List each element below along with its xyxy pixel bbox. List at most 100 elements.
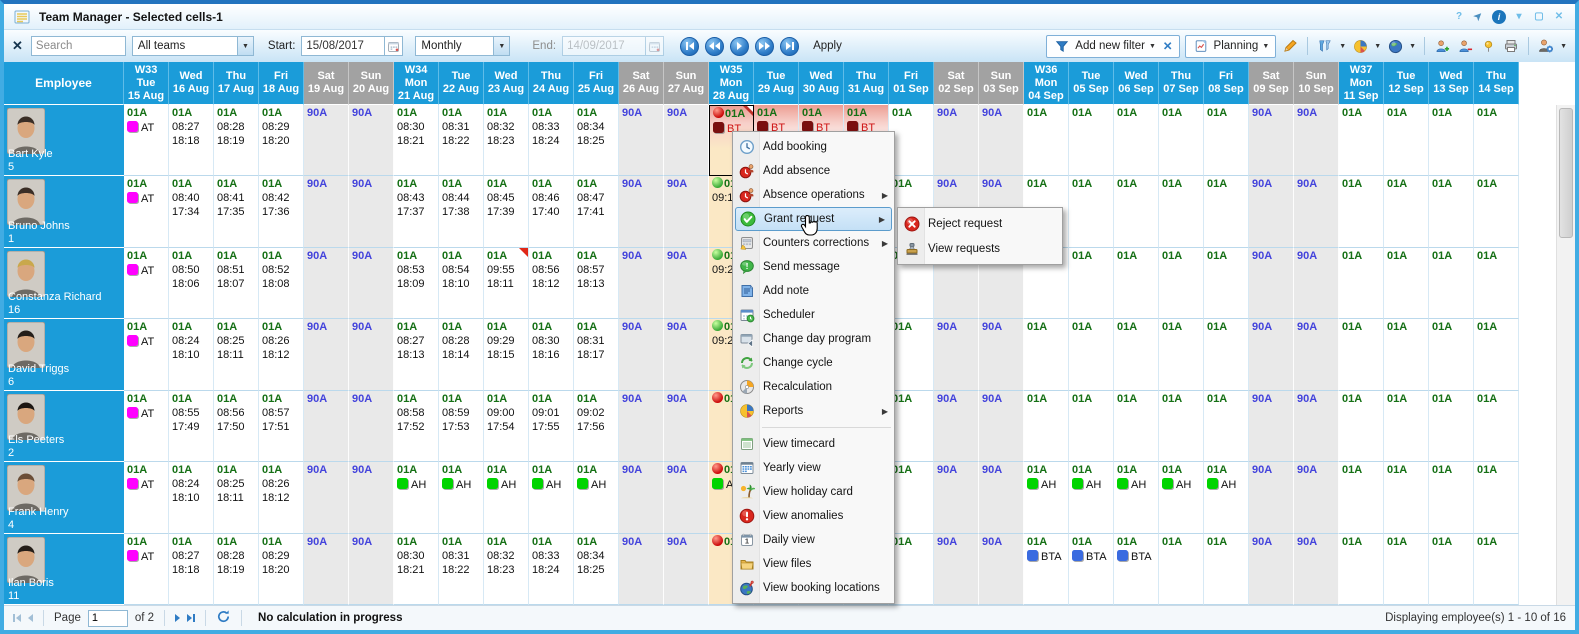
schedule-cell[interactable]: 90A [619,533,664,605]
schedule-cell[interactable]: 01A 08:56 17:50 [214,390,259,463]
schedule-cell[interactable]: 01A [1339,319,1384,391]
schedule-cell[interactable]: 90A [664,176,709,248]
schedule-cell[interactable]: 01A 08:29 18:20 [259,105,304,177]
schedule-cell[interactable]: 01A AH [484,462,529,534]
schedule-cell[interactable]: 01A 08:41 17:35 [214,176,259,248]
schedule-cell[interactable]: 01A 09:29 18:15 [484,319,529,391]
schedule-cell[interactable]: 90A [664,533,709,605]
day-column-header[interactable]: Wed 06 Sep [1114,62,1159,105]
schedule-cell[interactable]: 01A [1429,176,1474,248]
day-column-header[interactable]: Fri 25 Aug [574,62,619,105]
schedule-cell[interactable]: 01A AT [124,390,169,463]
employee-cell[interactable]: Bart Kyle 5 [4,105,124,177]
schedule-cell[interactable]: 90A [664,390,709,463]
day-column-header[interactable]: Tue 29 Aug [754,62,799,105]
schedule-cell[interactable]: 01A [1384,247,1429,320]
info-icon[interactable]: i [1492,9,1506,24]
day-column-header[interactable]: W33 Tue 15 Aug [124,62,169,105]
start-calendar-icon[interactable] [385,36,404,56]
schedule-cell[interactable]: 90A [1294,462,1339,534]
schedule-cell[interactable]: 01A [1339,462,1384,534]
schedule-cell[interactable]: 01A 08:26 18:12 [259,462,304,534]
employee-column-header[interactable]: Employee [4,62,124,105]
menu-item-view-timecard[interactable]: View timecard [733,432,894,456]
restore-icon[interactable]: ▢ [1534,10,1544,22]
close-icon[interactable]: ✕ [1554,10,1564,22]
chevron-down-icon[interactable]: ▼ [1339,42,1347,50]
day-column-header[interactable]: Wed 16 Aug [169,62,214,105]
schedule-cell[interactable]: 01A 09:00 17:54 [484,390,529,463]
employee-cell[interactable]: Constanza Richard 16 [4,247,124,320]
schedule-cell[interactable]: 90A [979,105,1024,177]
day-column-header[interactable]: W34 Mon 21 Aug [394,62,439,105]
schedule-cell[interactable]: 01A [1429,247,1474,320]
schedule-cell[interactable]: 90A [1249,247,1294,320]
schedule-cell[interactable]: 90A [349,176,394,248]
schedule-cell[interactable]: 90A [934,462,979,534]
schedule-cell[interactable]: 01A 08:28 18:19 [214,105,259,177]
schedule-cell[interactable]: 90A [1294,247,1339,320]
day-column-header[interactable]: Wed 23 Aug [484,62,529,105]
schedule-cell[interactable]: 90A [664,247,709,320]
schedule-cell[interactable]: 01A AH [439,462,484,534]
schedule-cell[interactable]: 01A [1204,390,1249,463]
schedule-cell[interactable]: 01A [1114,105,1159,177]
schedule-cell[interactable]: 01A 08:52 18:08 [259,247,304,320]
planning-button[interactable]: Planning ▼ [1184,34,1277,58]
page-first-icon[interactable] [13,614,21,622]
menu-item-reports[interactable]: Reports ▶ [733,399,894,423]
day-column-header[interactable]: W36 Mon 04 Sep [1024,62,1069,105]
schedule-cell[interactable]: 01A [1429,105,1474,177]
schedule-cell[interactable]: 01A 08:55 17:49 [169,390,214,463]
schedule-cell[interactable]: 01A [1159,319,1204,391]
schedule-cell[interactable]: 90A [619,176,664,248]
team-select[interactable]: All teams ▼ [131,36,254,56]
schedule-cell[interactable]: 01A [889,319,934,391]
schedule-cell[interactable]: 90A [1294,319,1339,391]
schedule-cell[interactable]: 01A [1204,319,1249,391]
schedule-cell[interactable]: 01A [889,105,934,177]
day-column-header[interactable]: Tue 22 Aug [439,62,484,105]
schedule-cell[interactable]: 01A [1474,390,1519,463]
schedule-cell[interactable]: 01A 08:57 17:51 [259,390,304,463]
schedule-cell[interactable]: 01A [1114,390,1159,463]
schedule-cell[interactable]: 01A 09:01 17:55 [529,390,574,463]
schedule-cell[interactable]: 01A AH [574,462,619,534]
schedule-cell[interactable]: 01A 08:31 18:22 [439,533,484,605]
employee-cell[interactable]: David Triggs 6 [4,319,124,391]
refresh-icon[interactable] [216,609,231,627]
schedule-cell[interactable]: 01A [1114,247,1159,320]
schedule-cell[interactable]: 01A BTA [1114,533,1159,605]
schedule-cell[interactable]: 90A [1249,533,1294,605]
nav-prev-icon[interactable] [705,36,725,56]
schedule-cell[interactable]: 01A 08:58 17:52 [394,390,439,463]
day-column-header[interactable]: Sun 03 Sep [979,62,1024,105]
schedule-cell[interactable]: 90A [304,462,349,534]
schedule-cell[interactable]: 01A [1429,462,1474,534]
schedule-cell[interactable]: 01A [1474,319,1519,391]
page-input[interactable] [87,609,128,627]
nav-last-icon[interactable] [780,36,800,56]
schedule-cell[interactable]: 90A [1294,105,1339,177]
schedule-cell[interactable]: 01A 08:32 18:23 [484,533,529,605]
schedule-cell[interactable]: 90A [1249,176,1294,248]
schedule-cell[interactable]: 90A [349,247,394,320]
schedule-cell[interactable]: 01A 08:50 18:06 [169,247,214,320]
day-column-header[interactable]: Thu 07 Sep [1159,62,1204,105]
schedule-cell[interactable]: 01A 08:27 18:18 [169,105,214,177]
schedule-cell[interactable]: 01A AH [1024,462,1069,534]
day-column-header[interactable]: Tue 12 Sep [1384,62,1429,105]
person-add-icon[interactable] [1433,37,1451,55]
schedule-cell[interactable]: 01A [1204,105,1249,177]
nav-next-icon[interactable] [755,36,775,56]
menu-item-counters-corrections[interactable]: Counters corrections ▶ [733,231,894,255]
pie-chart-icon[interactable] [1351,37,1369,55]
schedule-cell[interactable]: 01A AH [1159,462,1204,534]
schedule-cell[interactable]: 01A 08:45 17:39 [484,176,529,248]
page-next-icon[interactable] [175,614,181,622]
schedule-cell[interactable]: 01A [1429,390,1474,463]
day-column-header[interactable]: Wed 13 Sep [1429,62,1474,105]
schedule-cell[interactable]: 90A [349,105,394,177]
schedule-cell[interactable]: 01A 08:31 18:22 [439,105,484,177]
menu-item-change-day-program[interactable]: Change day program [733,327,894,351]
